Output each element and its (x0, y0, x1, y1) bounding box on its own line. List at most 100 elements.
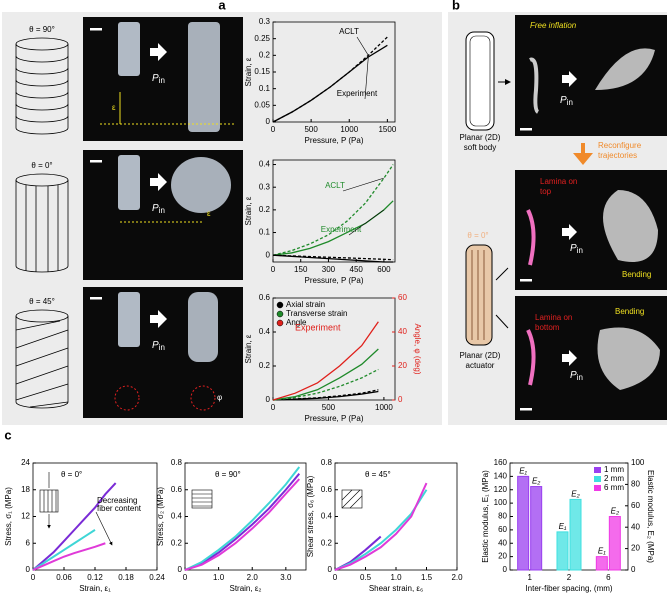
x-axis-label: Shear strain, ε₆ (369, 584, 423, 593)
series-line (334, 482, 428, 571)
series-label: Experiment (321, 225, 362, 234)
bar (608, 516, 621, 571)
y-tick-label: 0.2 (259, 50, 271, 59)
legend-label: 2 mm (604, 474, 624, 483)
y2-tick-label: 20 (631, 544, 640, 553)
legend-marker (276, 310, 284, 318)
legend-label: Axial strain (286, 300, 325, 309)
y-tick-label: 0.4 (259, 160, 271, 169)
x-tick-label: 0 (31, 573, 36, 582)
x-axis-label: Strain, ε₂ (229, 584, 261, 593)
x-tick-label: 500 (304, 125, 318, 134)
c-insets (39, 472, 363, 546)
series-line (184, 466, 301, 571)
bar-label: E₁ (598, 547, 606, 556)
y-tick-label: 0.2 (259, 361, 271, 370)
legend-marker (276, 319, 284, 327)
angle-label: θ = 45° (29, 297, 55, 306)
x-tick-label: 2.0 (451, 573, 463, 582)
x-tick-label: 0 (183, 573, 188, 582)
y2-tick-label: 40 (398, 327, 407, 336)
free-inflation: Free inflation (530, 21, 577, 30)
x-tick-label: 0.24 (149, 573, 165, 582)
label-leader (342, 177, 384, 192)
bar (530, 486, 543, 571)
y-tick-label: 0 (266, 117, 271, 126)
series-label: ACLT (325, 181, 345, 190)
x-tick-label: 1.5 (421, 573, 433, 582)
plot-frame (184, 462, 307, 571)
y-tick-label: 120 (494, 485, 508, 494)
y-tick-label: 0.8 (321, 458, 333, 467)
lamina-label: top (540, 187, 552, 196)
plot-frame (272, 159, 396, 263)
annotation: θ = 45° (365, 470, 391, 479)
series-line (272, 164, 394, 256)
pin-sub: in (577, 246, 583, 255)
legend-marker (594, 467, 601, 473)
plot-frame (272, 297, 396, 401)
annotation: θ = 90° (215, 470, 241, 479)
angle-label: θ = 90° (29, 25, 55, 34)
y2-tick-label: 0 (398, 395, 403, 404)
bar-label: E₂ (571, 489, 579, 498)
y-tick-label: 0.4 (171, 512, 183, 521)
annotation: Decreasing (97, 496, 137, 505)
y-tick-label: 0.1 (259, 84, 271, 93)
bar (569, 498, 582, 571)
pin-label: Pin (152, 203, 165, 215)
angle-symbol: φ (217, 393, 222, 402)
panel-b-art (465, 15, 667, 420)
legend-label: Angle (286, 318, 307, 327)
series-label: ACLT (339, 27, 359, 36)
pin-p: P (570, 243, 577, 254)
strain-symbol: ε (112, 103, 116, 112)
legend-label: 6 mm (604, 483, 624, 492)
pin-p: P (560, 95, 567, 106)
pin-label: Pin (152, 73, 165, 85)
y-tick-label: 0.1 (259, 228, 271, 237)
x-tick-label: 1000 (340, 125, 358, 134)
pin-label: Pin (560, 95, 573, 107)
x-tick-label: 0 (271, 125, 276, 134)
pin-sub: in (567, 98, 573, 107)
y-tick-label: 0 (178, 565, 183, 574)
y-tick-label: 0.15 (254, 67, 270, 76)
y-axis-label: Stress, σ₂ (MPa) (156, 487, 165, 546)
y-tick-label: 100 (494, 498, 508, 507)
legend-marker (594, 485, 601, 491)
x-tick-label: 1.0 (390, 573, 402, 582)
panel-label: b (452, 0, 460, 12)
y2-axis-label: Elastic modulus, E₂ (MPa) (646, 470, 655, 563)
x-axis-label: Pressure, P (Pa) (305, 136, 364, 145)
y-tick-label: 0.2 (259, 205, 271, 214)
x-tick-label: 0.18 (118, 573, 134, 582)
y-tick-label: 0 (266, 250, 271, 259)
label-leader (364, 56, 369, 100)
pin-p: P (152, 340, 159, 351)
y-tick-label: 0.6 (171, 485, 183, 494)
pin-label: Pin (152, 340, 165, 352)
y2-tick-label: 80 (631, 480, 640, 489)
x-axis-label: Pressure, P (Pa) (305, 414, 364, 423)
bar-label: E₁ (519, 466, 527, 475)
bar-label: E₂ (532, 477, 540, 486)
y-tick-label: 0.2 (321, 538, 333, 547)
series-line (334, 535, 382, 571)
bar-label: E₂ (611, 507, 619, 516)
pin-sub: in (159, 76, 165, 85)
annotation: fiber content (97, 504, 142, 513)
soft-body-label: Planar (2D) (460, 133, 501, 142)
annotation: Experiment (295, 322, 341, 332)
lamina-label: Lamina on (535, 313, 572, 322)
x-tick-label: 600 (377, 265, 391, 274)
y-axis-label: Stress, σ₁ (MPa) (4, 487, 13, 546)
lamina-label: Lamina on (540, 177, 577, 186)
series-line (184, 473, 301, 571)
soft-body-label: soft body (464, 143, 496, 152)
y-tick-label: 140 (494, 471, 508, 480)
x-axis-label: Pressure, P (Pa) (305, 276, 364, 285)
pin-label: Pin (570, 243, 583, 255)
y-tick-label: 0 (328, 565, 333, 574)
y2-tick-label: 60 (398, 293, 407, 302)
